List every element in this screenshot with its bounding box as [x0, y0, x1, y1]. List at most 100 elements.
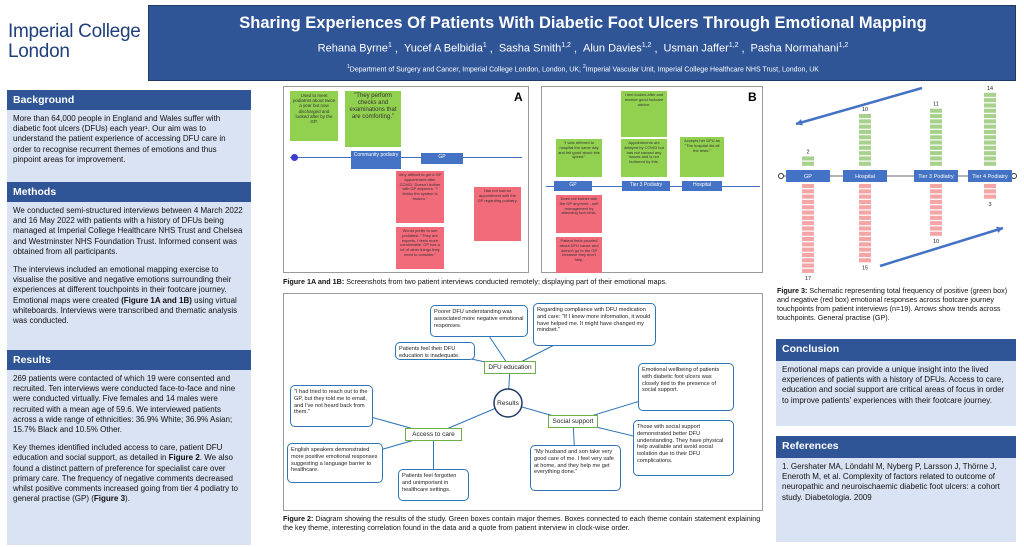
- negative-box: [859, 258, 871, 263]
- positive-box: [984, 156, 996, 161]
- section-body: 1. Gershater MA, Löndahl M, Nyberg P, La…: [776, 458, 1016, 542]
- section-heading: Conclusion: [776, 339, 1016, 361]
- positive-box: [859, 156, 871, 161]
- trend-arrow: [795, 86, 923, 126]
- affiliations: 1Department of Surgery and Cancer, Imper…: [149, 64, 1017, 76]
- positive-box: [802, 161, 814, 166]
- text: 269 patients were contacted of which 19 …: [13, 374, 236, 435]
- affiliation-mark: 1: [347, 64, 350, 70]
- section-heading: References: [776, 436, 1016, 458]
- axis-end: [778, 173, 784, 179]
- author: Alun Davies: [583, 42, 642, 55]
- negative-box: [930, 194, 942, 199]
- paragraph: 1. Gershater MA, Löndahl M, Nyberg P, La…: [782, 462, 1010, 503]
- statement-box: Regarding compliance with DFU medication…: [533, 303, 656, 346]
- negative-box: [930, 231, 942, 236]
- paragraph: Key themes identified included access to…: [13, 443, 245, 504]
- positive-count: 14: [987, 86, 993, 92]
- positive-count: 2: [806, 149, 809, 155]
- positive-box: [984, 108, 996, 113]
- author: Usman Jaffer: [663, 42, 729, 55]
- figure-panel: B GP Tier 3 Podiatry Hospital I feel looked …: [541, 86, 763, 273]
- positive-box: [859, 140, 871, 145]
- positive-box: [859, 151, 871, 156]
- touchpoint-label: Tier 4 Podiatry: [972, 174, 1008, 180]
- negative-box: [859, 252, 871, 257]
- text: Key themes identified included access to…: [13, 443, 223, 463]
- sticky-note: Patient feels puzzled about DFU cause an…: [556, 237, 602, 273]
- bold-text: Figure 3: [93, 494, 126, 504]
- separator: ,: [573, 42, 578, 55]
- positive-box: [984, 161, 996, 166]
- positive-count: 10: [862, 107, 868, 113]
- negative-box: [859, 242, 871, 247]
- timeline-dot: [291, 154, 298, 161]
- negative-box: [984, 189, 996, 194]
- negative-box: [802, 194, 814, 199]
- negative-box: [802, 242, 814, 247]
- negative-box: [802, 231, 814, 236]
- positive-box: [984, 98, 996, 103]
- negative-count: 10: [933, 239, 939, 245]
- touchpoint-label: Tier 3 Podiatry: [918, 174, 954, 180]
- stage-label: GP: [554, 181, 592, 191]
- figure-caption: Figure 1A and 1B: Screenshots from two p…: [283, 277, 763, 289]
- statement-box: Patients feel forgotten and unimportant …: [398, 469, 469, 501]
- negative-box: [984, 194, 996, 199]
- author: Yucef A Belbidia: [403, 42, 483, 55]
- sticky-note: Would prefer to see podiatrist. "They ar…: [396, 227, 444, 269]
- figure-frame: [283, 293, 763, 511]
- positive-box: [859, 124, 871, 129]
- positive-box: [930, 156, 942, 161]
- negative-box: [859, 215, 871, 220]
- touchpoint-box: [786, 170, 830, 182]
- positive-box: [930, 151, 942, 156]
- sticky-note: I feel looked after and receive good foo…: [621, 91, 667, 137]
- affiliation-mark: 1,2: [728, 42, 739, 49]
- panel-label: A: [514, 90, 523, 104]
- author: Rehana Byrne: [317, 42, 388, 55]
- negative-box: [802, 215, 814, 220]
- positive-box: [859, 129, 871, 134]
- touchpoint-label: GP: [804, 174, 812, 180]
- sticky-note: Has not had an appointment with the GP r…: [474, 187, 521, 241]
- positive-box: [930, 161, 942, 166]
- positive-box: [930, 140, 942, 145]
- bold-text: (Figure 1A and 1B): [121, 295, 192, 305]
- negative-box: [859, 210, 871, 215]
- title-banner: Sharing Experiences Of Patients With Dia…: [148, 5, 1016, 81]
- positive-box: [930, 135, 942, 140]
- separator: ,: [654, 42, 658, 55]
- negative-count: 3: [988, 202, 991, 208]
- figure-caption: Figure 3: Schematic representing total f…: [777, 286, 1017, 331]
- author: Pasha Normahani: [750, 42, 839, 55]
- negative-box: [859, 199, 871, 204]
- sticky-note: "They perform checks and examinations th…: [345, 91, 401, 147]
- positive-box: [984, 140, 996, 145]
- separator: ,: [741, 42, 745, 55]
- sticky-note: Accepts her DFU as "The hospital did all…: [680, 137, 724, 177]
- separator: ,: [394, 42, 398, 55]
- text: Diagram showing the results of the study…: [283, 514, 761, 532]
- text: . We also found a distinct pattern of pr…: [13, 453, 238, 504]
- negative-box: [984, 184, 996, 189]
- logo: Imperial College London: [8, 21, 141, 62]
- bold-text: Figure 2:: [283, 514, 314, 523]
- negative-box: [802, 226, 814, 231]
- sticky-note: "I was referred to hospital the same day…: [556, 139, 602, 177]
- statement-box: Poorer DFU understanding was associated …: [430, 305, 528, 337]
- negative-box: [930, 205, 942, 210]
- text: More than 64,000 people in England and W…: [13, 114, 226, 164]
- stage-label: Tier 3 Podiatry: [622, 181, 670, 191]
- positive-count: 11: [933, 102, 939, 108]
- negative-box: [802, 189, 814, 194]
- sticky-note: Used to meet podiatrist about twice a ye…: [290, 91, 338, 141]
- statement-box: "My husband and son take very good care …: [530, 445, 621, 491]
- text: using virtual whiteboards. Interviews we…: [13, 295, 238, 326]
- positive-box: [802, 156, 814, 161]
- positive-box: [930, 114, 942, 119]
- positive-box: [930, 119, 942, 124]
- positive-box: [984, 151, 996, 156]
- positive-box: [984, 119, 996, 124]
- negative-box: [930, 184, 942, 189]
